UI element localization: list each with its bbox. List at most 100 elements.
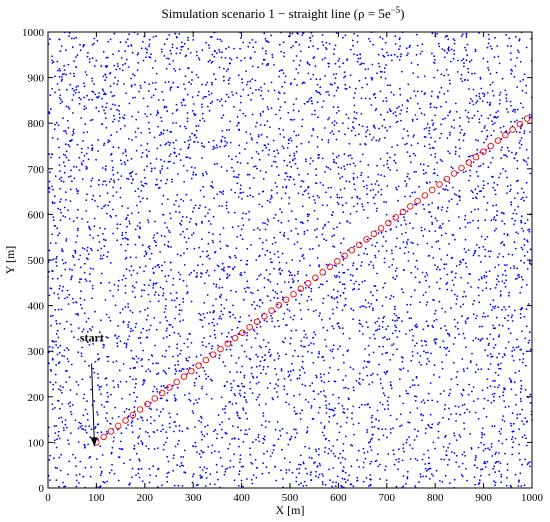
node-point (146, 197, 149, 200)
node-point (87, 317, 90, 320)
node-point (420, 90, 423, 93)
node-point (254, 165, 257, 168)
node-point (245, 355, 248, 358)
node-point (303, 190, 306, 193)
node-point (454, 405, 457, 408)
node-point (376, 72, 378, 75)
node-point (272, 449, 275, 451)
node-point (361, 403, 363, 406)
node-point (198, 207, 200, 210)
node-point (334, 455, 337, 458)
node-point (259, 114, 262, 117)
node-point (262, 58, 265, 61)
node-point (250, 319, 253, 322)
node-point (342, 237, 345, 240)
node-point (414, 154, 417, 157)
node-point (326, 204, 329, 207)
node-point (392, 449, 395, 452)
node-point (520, 379, 522, 382)
node-point (416, 63, 419, 66)
node-point (525, 196, 528, 199)
node-point (337, 154, 340, 157)
node-point (440, 258, 443, 261)
node-point (378, 345, 381, 348)
node-point (529, 131, 531, 133)
node-point (315, 450, 318, 453)
node-point (178, 153, 181, 156)
node-point (170, 52, 173, 55)
node-point (277, 357, 280, 360)
node-point (447, 47, 450, 50)
node-point (260, 346, 263, 349)
node-point (274, 310, 277, 313)
node-point (348, 86, 351, 88)
node-point (71, 269, 73, 271)
node-point (261, 248, 264, 250)
node-point (117, 279, 120, 282)
node-point (453, 478, 456, 481)
node-point (285, 353, 287, 356)
node-point (180, 101, 183, 104)
node-point (239, 234, 242, 237)
node-point (222, 193, 225, 195)
node-point (173, 203, 176, 206)
node-point (316, 218, 319, 220)
node-point (63, 349, 66, 352)
node-point (386, 84, 389, 87)
node-point (479, 340, 482, 342)
node-point (286, 432, 288, 434)
node-point (344, 75, 347, 78)
node-point (450, 378, 453, 381)
node-point (145, 329, 148, 332)
node-point (379, 382, 382, 385)
node-point (361, 153, 364, 156)
node-point (522, 358, 525, 360)
node-point (161, 167, 164, 170)
node-point (347, 268, 349, 271)
node-point (64, 143, 67, 146)
node-point (464, 78, 466, 81)
node-point (367, 164, 370, 166)
node-point (301, 255, 304, 258)
node-point (241, 344, 243, 347)
node-point (216, 264, 219, 267)
node-point (473, 464, 476, 467)
node-point (407, 52, 409, 55)
node-point (257, 381, 260, 384)
node-point (518, 142, 521, 144)
node-point (529, 461, 531, 463)
node-point (125, 41, 127, 44)
node-point (349, 273, 352, 276)
node-point (65, 156, 68, 159)
node-point (425, 351, 427, 354)
node-point (466, 367, 469, 370)
node-point (273, 150, 275, 153)
node-point (223, 266, 226, 269)
node-point (224, 411, 227, 414)
node-point (142, 327, 145, 330)
node-point (120, 243, 122, 246)
node-point (141, 184, 143, 187)
node-point (336, 86, 339, 89)
node-point (221, 135, 224, 138)
node-point (333, 53, 335, 55)
node-point (457, 216, 460, 218)
node-point (206, 173, 208, 175)
node-point (48, 111, 51, 114)
node-point (79, 303, 82, 306)
node-point (73, 336, 75, 338)
node-point (200, 449, 203, 452)
node-point (174, 445, 177, 448)
node-point (353, 33, 355, 35)
node-point (305, 431, 308, 434)
node-point (258, 305, 261, 308)
node-point (172, 81, 175, 84)
node-point (224, 365, 227, 367)
node-point (338, 431, 341, 434)
node-point (383, 408, 386, 411)
node-point (344, 435, 347, 438)
node-point (477, 294, 480, 297)
node-point (470, 189, 473, 192)
node-point (237, 122, 240, 125)
node-point (336, 439, 339, 441)
